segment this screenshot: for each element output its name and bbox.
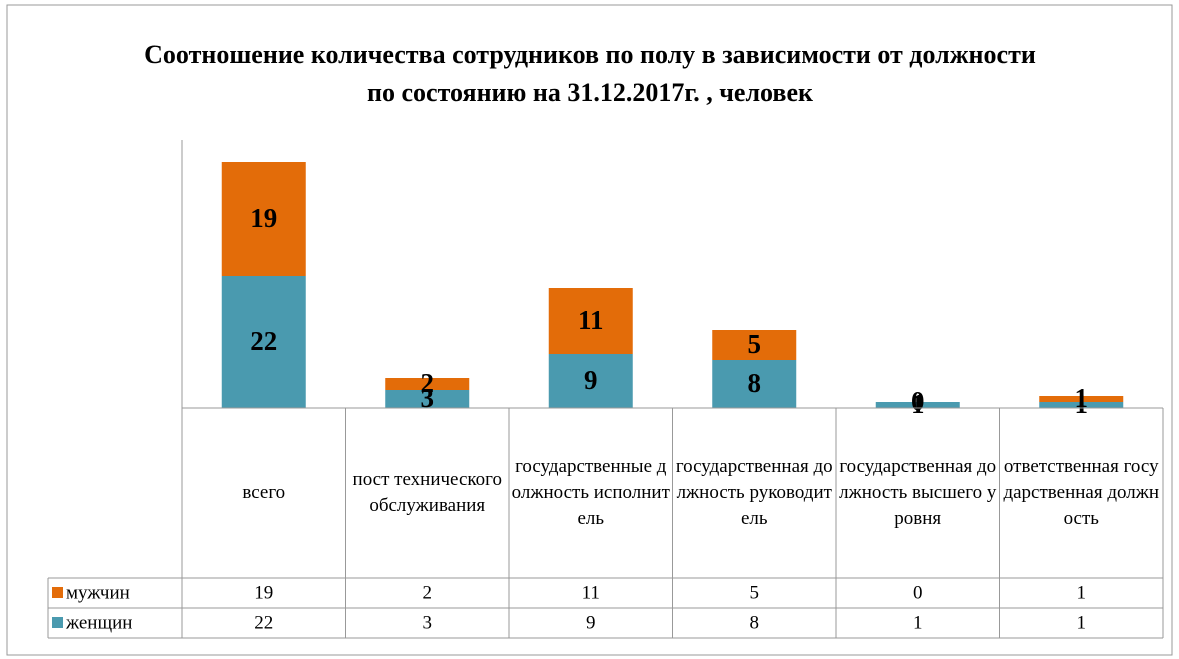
category-label: всего xyxy=(242,482,286,503)
bar-segment xyxy=(221,276,306,408)
category-cell: пост технического обслуживания xyxy=(352,469,502,516)
category-label: ответственная государственная должность xyxy=(1003,456,1160,529)
bar-segment xyxy=(548,354,633,408)
legend-label: женщин xyxy=(65,612,132,633)
table-value: 1 xyxy=(1077,582,1087,603)
category-label: государственные должность исполнитель xyxy=(511,456,670,529)
bar-segment xyxy=(385,378,470,390)
category-cell: всего xyxy=(242,482,286,503)
chart-title: Соотношение количества сотрудников по по… xyxy=(144,40,1036,107)
bar-segment xyxy=(712,330,797,360)
category-cell: государственные должность исполнитель xyxy=(511,456,670,529)
data-label: 3 xyxy=(421,383,435,413)
table-value: 3 xyxy=(423,612,433,633)
bar-segment xyxy=(875,402,960,408)
category-cell: ответственная государственная должность xyxy=(1003,456,1160,529)
data-label: 11 xyxy=(578,305,604,335)
bar-segment xyxy=(221,162,306,276)
data-label: 0 xyxy=(911,386,925,416)
bar-segment xyxy=(1039,396,1124,402)
bar-segment xyxy=(385,390,470,408)
table-value: 19 xyxy=(254,582,273,603)
table-value: 22 xyxy=(254,612,273,633)
data-label: 2 xyxy=(421,368,435,398)
category-label: пост технического обслуживания xyxy=(352,469,502,516)
category-cell: государственная должность высшего уровня xyxy=(839,456,997,529)
legend-swatch xyxy=(52,587,63,598)
table-value: 2 xyxy=(423,582,433,603)
table-value: 5 xyxy=(750,582,760,603)
data-label: 5 xyxy=(748,329,762,359)
table-value: 11 xyxy=(582,582,600,603)
category-cell: государственная должность руководитель xyxy=(675,456,833,529)
data-label: 1 xyxy=(1075,383,1089,413)
legend-swatch xyxy=(52,617,63,628)
table-value: 0 xyxy=(913,582,923,603)
bar-segment xyxy=(548,288,633,354)
table-value: 1 xyxy=(1077,612,1087,633)
bar-segment xyxy=(712,360,797,408)
data-label: 8 xyxy=(748,368,762,398)
category-label: государственная должность высшего уровня xyxy=(839,456,997,529)
table-value: 1 xyxy=(913,612,923,633)
table-value: 8 xyxy=(750,612,760,633)
data-label: 1 xyxy=(911,389,925,419)
data-label: 9 xyxy=(584,365,598,395)
title-box: Соотношение количества сотрудников по по… xyxy=(144,40,1036,107)
data-label: 19 xyxy=(250,203,277,233)
table-value: 9 xyxy=(586,612,596,633)
category-label: государственная должность руководитель xyxy=(675,456,833,529)
data-label: 22 xyxy=(250,326,277,356)
bar-segment xyxy=(1039,402,1124,408)
legend-label: мужчин xyxy=(66,582,130,603)
